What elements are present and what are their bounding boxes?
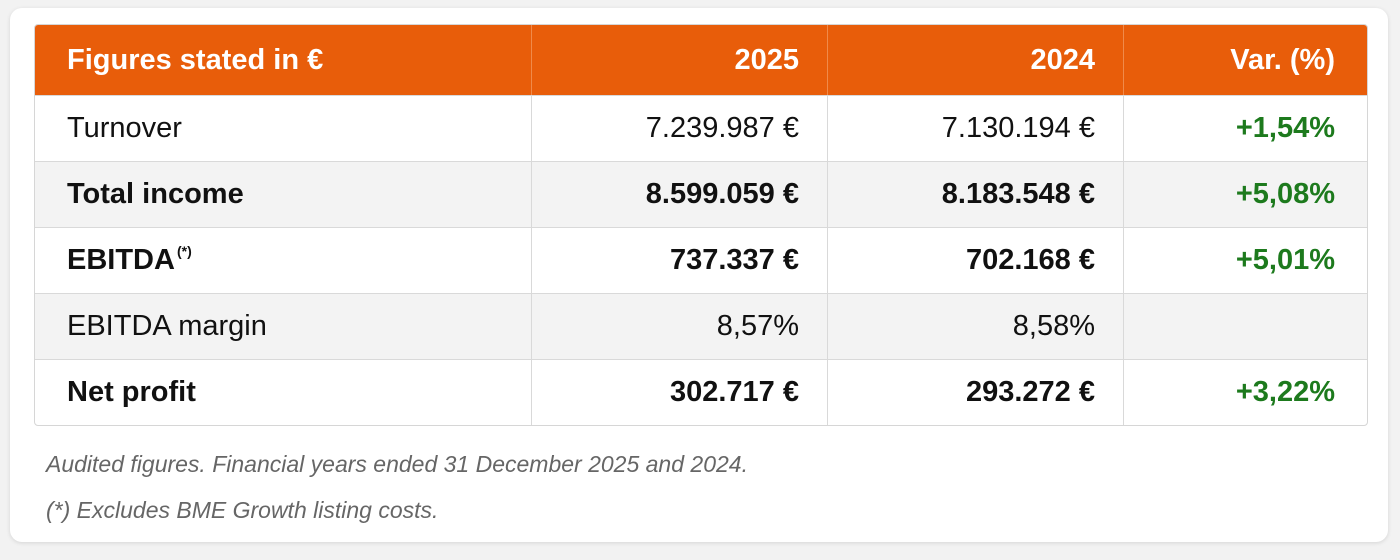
table-footnotes: Audited figures. Financial years ended 3… bbox=[46, 444, 748, 536]
table-row-turnover: Turnover 7.239.987 € 7.130.194 € +1,54% bbox=[35, 95, 1367, 161]
value-2025: 302.717 € bbox=[531, 360, 827, 425]
value-2025: 8,57% bbox=[531, 294, 827, 359]
row-label: Turnover bbox=[35, 96, 531, 161]
value-2024: 8,58% bbox=[827, 294, 1123, 359]
footnote-marker: (*) bbox=[176, 242, 192, 259]
table-row-net-profit: Net profit 302.717 € 293.272 € +3,22% bbox=[35, 359, 1367, 425]
financial-summary-card: Figures stated in € 2025 2024 Var. (%) T… bbox=[10, 8, 1388, 542]
header-label-column: Figures stated in € bbox=[67, 43, 324, 76]
table-row-total-income: Total income 8.599.059 € 8.183.548 € +5,… bbox=[35, 161, 1367, 227]
table-row-ebitda-margin: EBITDA margin 8,57% 8,58% bbox=[35, 293, 1367, 359]
header-variation-column: Var. (%) bbox=[1123, 25, 1367, 95]
variation-value: +1,54% bbox=[1123, 96, 1367, 161]
row-label: EBITDA (*) bbox=[35, 228, 531, 293]
variation-value: +3,22% bbox=[1123, 360, 1367, 425]
variation-value: +5,08% bbox=[1123, 162, 1367, 227]
table-header-row: Figures stated in € 2025 2024 Var. (%) bbox=[35, 25, 1367, 95]
value-2024: 8.183.548 € bbox=[827, 162, 1123, 227]
row-label: Net profit bbox=[35, 360, 531, 425]
row-label-text: EBITDA margin bbox=[67, 310, 267, 342]
row-label: EBITDA margin bbox=[35, 294, 531, 359]
header-2025-column: 2025 bbox=[531, 25, 827, 95]
value-2024: 293.272 € bbox=[827, 360, 1123, 425]
row-label: Total income bbox=[35, 162, 531, 227]
row-label-text: Total income bbox=[67, 178, 244, 210]
ebitda-footnote: (*) Excludes BME Growth listing costs. bbox=[46, 497, 439, 523]
row-label-text: Net profit bbox=[67, 376, 196, 408]
row-label-text: EBITDA bbox=[67, 244, 175, 276]
table-row-ebitda: EBITDA (*) 737.337 € 702.168 € +5,01% bbox=[35, 227, 1367, 293]
value-2025: 8.599.059 € bbox=[531, 162, 827, 227]
financial-table: Figures stated in € 2025 2024 Var. (%) T… bbox=[34, 24, 1368, 426]
value-2025: 7.239.987 € bbox=[531, 96, 827, 161]
row-label-text: Turnover bbox=[67, 112, 182, 144]
value-2025: 737.337 € bbox=[531, 228, 827, 293]
audit-note: Audited figures. Financial years ended 3… bbox=[46, 451, 748, 477]
variation-value bbox=[1123, 294, 1367, 359]
header-2024-column: 2024 bbox=[827, 25, 1123, 95]
variation-value: +5,01% bbox=[1123, 228, 1367, 293]
value-2024: 702.168 € bbox=[827, 228, 1123, 293]
value-2024: 7.130.194 € bbox=[827, 96, 1123, 161]
